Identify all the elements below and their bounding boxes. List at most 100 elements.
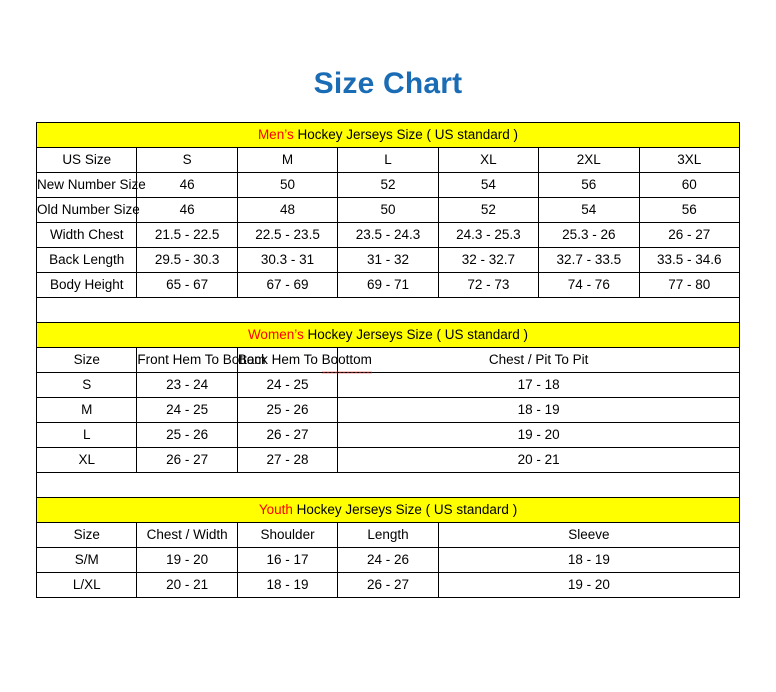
- row-label: M: [35, 397, 138, 423]
- column-header: Front Hem To Bottom: [136, 347, 265, 373]
- column-header: Size: [35, 347, 138, 373]
- table-cell: 77 - 80: [638, 272, 741, 298]
- row-label: S/M: [35, 547, 138, 573]
- table-cell: 20 - 21: [136, 572, 238, 598]
- column-header: M: [236, 147, 339, 173]
- table-cell: 65 - 67: [136, 272, 238, 298]
- column-header-row-womens: Size Front Hem To Bottom Back Hem To Boott…: [35, 347, 740, 374]
- table-cell: 24 - 25: [236, 372, 339, 398]
- column-header: Size: [35, 522, 138, 548]
- row-label: Old Number Size: [35, 197, 140, 223]
- table-cell: 46: [136, 172, 238, 198]
- table-cell: 30.3 - 31: [236, 247, 339, 273]
- table-cell: 54: [437, 172, 540, 198]
- table-cell: 48: [236, 197, 339, 223]
- section-banner-row-mens: Men’s Hockey Jerseys Size ( US standard …: [36, 122, 740, 148]
- table-cell: 50: [337, 197, 439, 223]
- table-cell: 26 - 27: [337, 572, 439, 598]
- table-cell: 72 - 73: [437, 272, 540, 298]
- table-cell: 24 - 26: [337, 547, 439, 573]
- size-chart-tables: Men’s Hockey Jerseys Size ( US standard …: [35, 122, 741, 598]
- table-cell: 74 - 76: [538, 272, 640, 298]
- table-row: L 25 - 26 26 - 27 19 - 20: [35, 422, 740, 448]
- table-row: New Number Size 46 50 52 54 56 60: [35, 172, 741, 198]
- table-cell: 52: [337, 172, 439, 198]
- misspelled-word: Boottom: [321, 349, 373, 374]
- row-label: S: [35, 372, 138, 398]
- section-banner-rest: Hockey Jerseys Size ( US standard ): [292, 502, 518, 517]
- table-cell: 56: [538, 172, 640, 198]
- table-cell: 56: [638, 197, 741, 223]
- row-label: L: [35, 422, 138, 448]
- section-banner-highlight: Women’s: [247, 327, 304, 342]
- table-cell: 26 - 27: [136, 447, 238, 473]
- table-cell: 50: [236, 172, 339, 198]
- size-chart-body: Men’s Hockey Jerseys Size ( US standard …: [35, 122, 741, 598]
- column-header: L: [337, 147, 439, 173]
- table-row: Old Number Size 46 48 50 52 54 56: [35, 197, 741, 223]
- table-row: Width Chest 21.5 - 22.5 22.5 - 23.5 23.5 - …: [35, 222, 741, 248]
- table-cell: 25.3 - 26: [538, 222, 640, 248]
- section-banner-rest: Hockey Jerseys Size ( US standard ): [293, 127, 519, 142]
- table-cell: 19 - 20: [437, 572, 741, 598]
- table-cell: 52: [437, 197, 540, 223]
- section-banner-highlight: Youth: [258, 502, 293, 517]
- table-cell: 21.5 - 22.5: [136, 222, 238, 248]
- table-row: S 23 - 24 24 - 25 17 - 18: [35, 372, 740, 398]
- table-cell: 32.7 - 33.5: [538, 247, 640, 273]
- table-cell: 19 - 20: [136, 547, 238, 573]
- table-cell: 25 - 26: [136, 422, 238, 448]
- table-cell: 33.5 - 34.6: [638, 247, 741, 273]
- column-header-row-mens: US Size S M L XL 2XL 3XL: [35, 147, 741, 173]
- table-row: Back Length 29.5 - 30.3 30.3 - 31 31 - 32 32…: [35, 247, 741, 273]
- table-cell: 17 - 18: [337, 372, 740, 398]
- table-cell: 24.3 - 25.3: [437, 222, 540, 248]
- table-cell: 23.5 - 24.3: [337, 222, 439, 248]
- table-cell: 26 - 27: [236, 422, 339, 448]
- section-banner-youth: Youth Hockey Jerseys Size ( US standard …: [36, 497, 740, 523]
- table-cell: 24 - 25: [136, 397, 238, 423]
- section-banner-womens: Women’s Hockey Jerseys Size ( US standar…: [36, 322, 740, 348]
- table-cell: 19 - 20: [337, 422, 740, 448]
- column-header: Length: [337, 522, 439, 548]
- row-label: Back Length: [35, 247, 138, 273]
- row-label: XL: [35, 447, 138, 473]
- section-banner-highlight: Men’s: [257, 127, 294, 142]
- spacer-cell: [36, 297, 740, 323]
- row-label: L/XL: [35, 572, 138, 598]
- table-cell: 26 - 27: [638, 222, 741, 248]
- table-row: XL 26 - 27 27 - 28 20 - 21: [35, 447, 740, 473]
- table-cell: 18 - 19: [437, 547, 741, 573]
- column-header: Chest / Width: [136, 522, 238, 548]
- section-spacer: [36, 472, 740, 498]
- table-cell: 31 - 32: [337, 247, 439, 273]
- column-header: 2XL: [538, 147, 640, 173]
- column-header: US Size: [35, 147, 138, 173]
- table-cell: 20 - 21: [337, 447, 740, 473]
- column-header: S: [136, 147, 238, 173]
- table-cell: 18 - 19: [236, 572, 339, 598]
- table-cell: 29.5 - 30.3: [136, 247, 238, 273]
- table-cell: 67 - 69: [236, 272, 339, 298]
- table-cell: 60: [638, 172, 741, 198]
- row-label: Body Height: [35, 272, 138, 298]
- section-spacer: [36, 297, 740, 323]
- column-header: Sleeve: [437, 522, 741, 548]
- section-banner-row-womens: Women’s Hockey Jerseys Size ( US standar…: [36, 322, 740, 348]
- table-row: Body Height 65 - 67 67 - 69 69 - 71 72 - 73 7…: [35, 272, 741, 298]
- table-cell: 22.5 - 23.5: [236, 222, 339, 248]
- table-cell: 18 - 19: [337, 397, 740, 423]
- table-cell: 23 - 24: [136, 372, 238, 398]
- column-header: Shoulder: [236, 522, 339, 548]
- column-header: XL: [437, 147, 540, 173]
- column-header: Chest / Pit To Pit: [337, 347, 740, 373]
- table-cell: 32 - 32.7: [437, 247, 540, 273]
- table-row: L/XL 20 - 21 18 - 19 26 - 27 19 - 20: [35, 572, 741, 598]
- section-banner-rest: Hockey Jerseys Size ( US standard ): [303, 327, 529, 342]
- page-title: Size Chart: [313, 67, 463, 100]
- table-row: M 24 - 25 25 - 26 18 - 19: [35, 397, 740, 423]
- table-cell: 54: [538, 197, 640, 223]
- column-header: Back Hem To Boottom: [236, 347, 373, 374]
- row-label: Width Chest: [35, 222, 138, 248]
